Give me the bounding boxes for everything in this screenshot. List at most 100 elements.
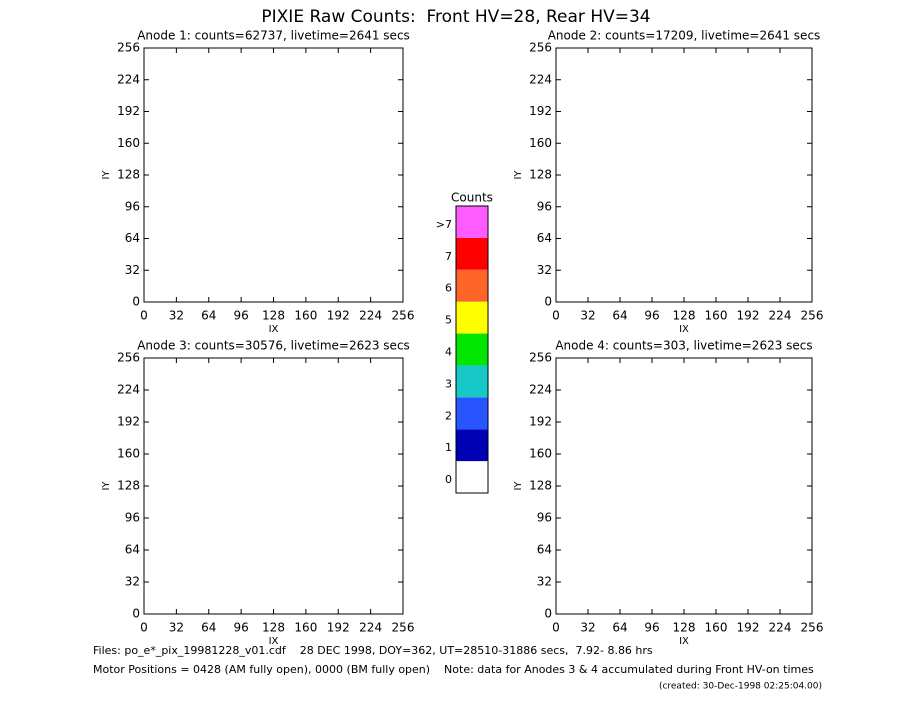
y-axis-label: IY (513, 170, 524, 180)
x-tick-label: 192 (327, 621, 350, 635)
x-tick-label: 160 (294, 309, 317, 323)
colorbar-swatch (456, 397, 488, 430)
x-tick-label: 96 (233, 309, 248, 323)
panel-title: Anode 4: counts=303, livetime=2623 secs (555, 339, 812, 353)
x-tick-label: 224 (359, 621, 382, 635)
y-tick-label: 32 (125, 575, 140, 589)
x-tick-label: 64 (612, 621, 627, 635)
colorbar-label: 1 (445, 441, 452, 454)
panel-title: Anode 2: counts=17209, livetime=2641 sec… (548, 29, 821, 43)
colorbar-swatch (456, 237, 488, 270)
y-tick-label: 64 (537, 543, 552, 557)
colorbar-swatch (456, 461, 488, 493)
x-tick-label: 0 (140, 309, 148, 323)
y-tick-label: 160 (117, 136, 140, 150)
y-tick-label: 64 (125, 543, 140, 557)
y-axis-label: IY (513, 481, 524, 491)
y-tick-label: 32 (125, 263, 140, 277)
x-tick-label: 96 (644, 621, 659, 635)
x-tick-label: 96 (644, 309, 659, 323)
x-tick-label: 192 (737, 621, 760, 635)
y-tick-label: 192 (117, 104, 140, 118)
colorbar-label: 6 (445, 282, 452, 295)
panel-title: Anode 1: counts=62737, livetime=2641 sec… (137, 29, 410, 43)
y-tick-label: 128 (117, 479, 140, 493)
x-axis-label: IX (269, 324, 279, 335)
colorbar-label: 3 (445, 377, 452, 390)
x-axis-label: IX (679, 636, 689, 647)
x-tick-label: 32 (580, 621, 595, 635)
x-tick-label: 128 (262, 309, 285, 323)
y-tick-label: 0 (132, 607, 140, 621)
colorbar-swatch (456, 365, 488, 398)
x-tick-label: 64 (201, 621, 216, 635)
y-tick-label: 0 (132, 295, 140, 309)
x-axis-label: IX (269, 636, 279, 647)
plot-frame (143, 357, 404, 615)
colorbar-frame (455, 205, 489, 494)
colorbar-swatch (456, 301, 488, 334)
footer-line: Files: po_e*_pix_19981228_v01.cdf 28 DEC… (93, 644, 653, 657)
y-tick-label: 96 (125, 199, 140, 213)
colorbar-swatch (456, 269, 488, 302)
y-tick-label: 256 (117, 41, 140, 55)
x-tick-label: 32 (169, 621, 184, 635)
y-tick-label: 256 (529, 351, 552, 365)
colorbar-swatch (456, 429, 488, 462)
x-tick-label: 160 (294, 621, 317, 635)
y-axis-label: IY (101, 170, 112, 180)
x-tick-label: 192 (327, 309, 350, 323)
x-tick-label: 160 (705, 309, 728, 323)
y-tick-label: 160 (529, 447, 552, 461)
y-tick-label: 64 (537, 231, 552, 245)
x-tick-label: 192 (737, 309, 760, 323)
colorbar-label: 4 (445, 346, 452, 359)
colorbar-label: 0 (445, 473, 452, 486)
colorbar-title: Counts (451, 191, 493, 205)
y-tick-label: 224 (529, 383, 552, 397)
y-tick-label: 32 (537, 263, 552, 277)
y-tick-label: 256 (117, 351, 140, 365)
y-tick-label: 96 (537, 199, 552, 213)
y-tick-label: 160 (529, 136, 552, 150)
x-axis-label: IX (679, 324, 689, 335)
y-tick-label: 128 (117, 168, 140, 182)
y-tick-label: 192 (529, 104, 552, 118)
y-tick-label: 0 (544, 607, 552, 621)
footer-line: Motor Positions = 0428 (AM fully open), … (93, 663, 814, 676)
y-tick-label: 128 (529, 168, 552, 182)
x-tick-label: 32 (580, 309, 595, 323)
colorbar-swatch (456, 333, 488, 366)
y-tick-label: 192 (529, 415, 552, 429)
x-tick-label: 256 (801, 621, 824, 635)
y-tick-label: 64 (125, 231, 140, 245)
x-tick-label: 64 (201, 309, 216, 323)
colorbar-label: 2 (445, 409, 452, 422)
panel-title: Anode 3: counts=30576, livetime=2623 sec… (137, 339, 410, 353)
x-tick-label: 0 (552, 309, 560, 323)
y-tick-label: 224 (529, 72, 552, 86)
x-tick-label: 0 (552, 621, 560, 635)
y-tick-label: 0 (544, 295, 552, 309)
x-tick-label: 224 (359, 309, 382, 323)
x-tick-label: 96 (233, 621, 248, 635)
plot-frame (555, 357, 813, 615)
x-tick-label: 160 (705, 621, 728, 635)
x-tick-label: 128 (673, 621, 696, 635)
x-tick-label: 128 (262, 621, 285, 635)
footer-line: (created: 30-Dec-1998 02:25:04.00) (659, 682, 822, 692)
plot-frame (555, 47, 813, 303)
y-tick-label: 192 (117, 415, 140, 429)
colorbar-label: 5 (445, 314, 452, 327)
x-tick-label: 224 (769, 309, 792, 323)
y-tick-label: 96 (125, 511, 140, 525)
x-tick-label: 128 (673, 309, 696, 323)
x-tick-label: 0 (140, 621, 148, 635)
figure-title: PIXIE Raw Counts: Front HV=28, Rear HV=3… (261, 7, 650, 27)
plot-frame (143, 47, 404, 303)
y-tick-label: 224 (117, 383, 140, 397)
x-tick-label: 224 (769, 621, 792, 635)
y-tick-label: 256 (529, 41, 552, 55)
